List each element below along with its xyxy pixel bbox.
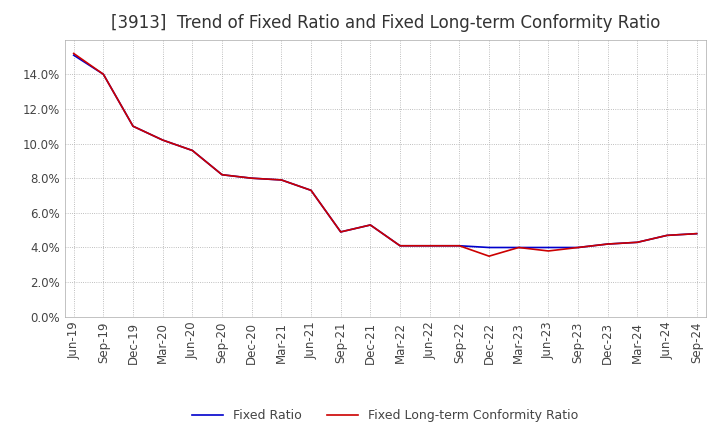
Fixed Long-term Conformity Ratio [455,243,464,249]
Fixed Ratio [277,177,286,183]
Fixed Ratio [633,240,642,245]
Fixed Long-term Conformity Ratio [514,245,523,250]
Fixed Ratio [574,245,582,250]
Fixed Long-term Conformity Ratio [662,233,671,238]
Fixed Ratio [336,229,345,235]
Fixed Long-term Conformity Ratio [485,253,493,259]
Fixed Long-term Conformity Ratio [603,242,612,247]
Line: Fixed Ratio: Fixed Ratio [73,55,697,247]
Title: [3913]  Trend of Fixed Ratio and Fixed Long-term Conformity Ratio: [3913] Trend of Fixed Ratio and Fixed Lo… [110,15,660,33]
Fixed Ratio [307,188,315,193]
Fixed Long-term Conformity Ratio [99,72,108,77]
Fixed Ratio [129,124,138,129]
Fixed Long-term Conformity Ratio [544,248,553,253]
Fixed Ratio [426,243,434,249]
Fixed Ratio [217,172,226,177]
Fixed Long-term Conformity Ratio [217,172,226,177]
Fixed Ratio [248,176,256,181]
Fixed Ratio [662,233,671,238]
Fixed Ratio [158,137,167,143]
Fixed Ratio [69,52,78,58]
Legend: Fixed Ratio, Fixed Long-term Conformity Ratio: Fixed Ratio, Fixed Long-term Conformity … [187,404,583,427]
Fixed Ratio [603,242,612,247]
Fixed Long-term Conformity Ratio [277,177,286,183]
Fixed Ratio [514,245,523,250]
Fixed Long-term Conformity Ratio [129,124,138,129]
Fixed Long-term Conformity Ratio [426,243,434,249]
Line: Fixed Long-term Conformity Ratio: Fixed Long-term Conformity Ratio [73,53,697,256]
Fixed Long-term Conformity Ratio [366,222,374,227]
Fixed Ratio [99,72,108,77]
Fixed Long-term Conformity Ratio [396,243,405,249]
Fixed Ratio [544,245,553,250]
Fixed Long-term Conformity Ratio [69,51,78,56]
Fixed Ratio [485,245,493,250]
Fixed Long-term Conformity Ratio [633,240,642,245]
Fixed Long-term Conformity Ratio [574,245,582,250]
Fixed Ratio [455,243,464,249]
Fixed Long-term Conformity Ratio [336,229,345,235]
Fixed Long-term Conformity Ratio [307,188,315,193]
Fixed Long-term Conformity Ratio [158,137,167,143]
Fixed Long-term Conformity Ratio [248,176,256,181]
Fixed Ratio [188,148,197,153]
Fixed Long-term Conformity Ratio [693,231,701,236]
Fixed Long-term Conformity Ratio [188,148,197,153]
Fixed Ratio [366,222,374,227]
Fixed Ratio [693,231,701,236]
Fixed Ratio [396,243,405,249]
